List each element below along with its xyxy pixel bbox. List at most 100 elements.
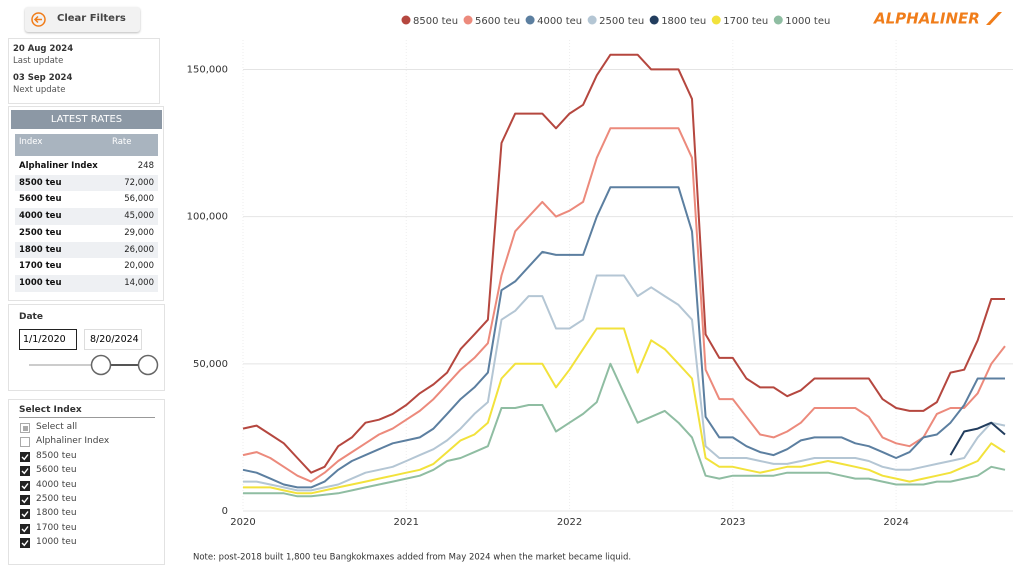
rates-panel: LATEST RATES Index Rate Alphaliner Index 24…	[8, 106, 164, 301]
legend-label: 5600 teu	[475, 16, 520, 27]
y-tick-label: 100,000	[187, 212, 228, 223]
date-title: Date	[19, 312, 43, 322]
row-index: 4000 teu	[19, 211, 62, 222]
series-line	[243, 274, 1006, 492]
table-row	[15, 274, 158, 292]
update-panel: 20 Aug 2024 Last update 03 Sep 2024 Next up…	[8, 38, 160, 104]
row-rate: 45,000	[124, 211, 154, 222]
checkbox-label[interactable]: 8500 teu	[36, 450, 77, 461]
series-line	[949, 421, 1006, 456]
date-slider[interactable]	[24, 352, 164, 378]
row-rate: 56,000	[124, 194, 154, 205]
checkbox[interactable]	[20, 509, 30, 520]
chart-note: Note: post-2018 built 1,800 teu Bangkokm…	[193, 553, 631, 563]
update-date: 03 Sep 2024	[13, 73, 73, 83]
table-row	[15, 258, 158, 275]
checkbox-label[interactable]: 1800 teu	[36, 508, 77, 519]
update-date: 20 Aug 2024	[13, 44, 74, 54]
row-index: 5600 teu	[19, 194, 62, 205]
check-mark	[21, 453, 29, 461]
series-line	[242, 127, 1006, 483]
row-index: 2500 teu	[19, 227, 62, 238]
table-row	[15, 241, 158, 259]
legend-label: 4000 teu	[537, 16, 582, 27]
checkbox-label[interactable]: Alphaliner Index	[36, 436, 110, 447]
row-rate: 72,000	[124, 177, 154, 188]
end-date-input[interactable]: 8/20/2024	[84, 329, 142, 350]
legend-marker	[463, 15, 473, 25]
legend-label: 1000 teu	[785, 16, 830, 27]
checkbox[interactable]	[20, 466, 30, 477]
check-mark	[21, 540, 29, 547]
rates-title: LATEST RATES	[11, 110, 162, 129]
checkbox-label[interactable]: 4000 teu	[36, 479, 77, 490]
row-rate: 20,000	[124, 261, 154, 272]
column-header: Index	[19, 137, 43, 147]
check-mark	[21, 511, 29, 518]
check-mark	[21, 468, 29, 475]
checkbox-label[interactable]: 5600 teu	[36, 465, 77, 476]
checkbox[interactable]	[20, 480, 30, 491]
checkbox-label[interactable]: Select all	[36, 422, 78, 432]
x-tick-label: 2023	[720, 517, 745, 528]
legend-label: 8500 teu	[413, 16, 458, 27]
clear-filters-button[interactable]: Clear Filters	[25, 7, 140, 32]
check-mark	[21, 497, 29, 504]
logo: ALPHALINER	[873, 10, 980, 28]
checkbox[interactable]	[20, 423, 30, 433]
row-index: 1700 teu	[19, 261, 62, 272]
checkbox-label[interactable]: 1700 teu	[36, 522, 77, 533]
table-header	[15, 134, 158, 156]
legend-marker	[773, 15, 783, 25]
checkbox[interactable]	[20, 495, 30, 505]
table-row	[15, 191, 158, 209]
legend-marker	[587, 15, 597, 25]
row-rate: 248	[137, 161, 154, 171]
checkbox-label[interactable]: 2500 teu	[36, 494, 77, 504]
select-panel: Select Index Select all Alphaliner Index 8…	[8, 399, 165, 565]
legend-marker	[649, 15, 659, 25]
row-index: 8500 teu	[19, 177, 62, 188]
row-index: 1800 teu	[19, 244, 62, 255]
check-mark	[21, 482, 29, 489]
partial-mark	[22, 425, 28, 431]
series-line	[243, 362, 1006, 498]
series-line	[242, 186, 1005, 489]
checkbox[interactable]	[20, 523, 30, 534]
series-line	[243, 327, 1006, 495]
y-tick-label: 50,000	[193, 359, 228, 370]
checkbox[interactable]	[20, 451, 30, 462]
y-tick-label: 0	[222, 506, 228, 517]
logo-mark	[986, 12, 1002, 25]
start-date-input[interactable]: 1/1/2020	[19, 329, 77, 350]
column-header: Rate	[112, 137, 132, 147]
x-tick-label: 2024	[883, 517, 908, 528]
y-tick-label: 150,000	[187, 64, 228, 75]
check-mark	[21, 525, 29, 533]
row-index: Alphaliner Index	[19, 161, 98, 171]
checkbox[interactable]	[20, 538, 30, 549]
legend-marker	[401, 15, 411, 25]
x-tick-label: 2020	[230, 517, 255, 528]
legend-label: 1800 teu	[661, 16, 706, 27]
title-rule	[19, 417, 155, 418]
legend-marker	[525, 15, 535, 25]
select-title: Select Index	[19, 405, 82, 415]
table-row	[15, 174, 158, 192]
legend-label: 1700 teu	[723, 16, 768, 27]
checkbox-label[interactable]: 1000 teu	[36, 537, 77, 548]
table-row	[15, 224, 158, 242]
x-tick-label: 2022	[557, 517, 582, 528]
update-label: Next update	[13, 85, 66, 95]
row-rate: 29,000	[124, 227, 154, 238]
row-rate: 26,000	[124, 244, 154, 255]
table-row	[15, 158, 158, 175]
checkbox[interactable]	[20, 437, 30, 448]
back-icon	[31, 12, 46, 27]
x-tick-label: 2021	[394, 517, 419, 528]
date-panel: Date 1/1/2020 8/20/2024	[8, 304, 165, 391]
legend-marker	[711, 15, 721, 25]
